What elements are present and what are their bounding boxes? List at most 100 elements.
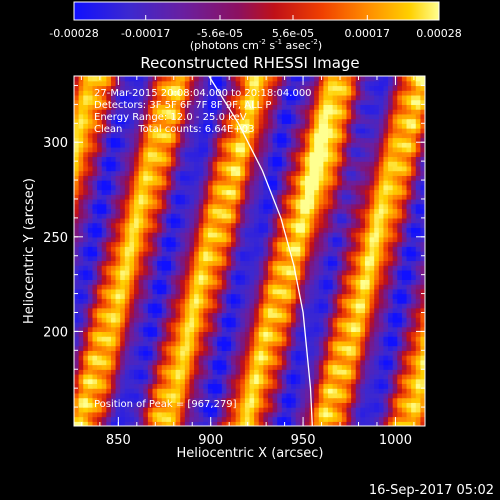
heatmap-cell bbox=[106, 345, 112, 351]
heatmap-cell bbox=[328, 156, 334, 162]
heatmap-cell bbox=[226, 146, 232, 153]
heatmap-cell bbox=[175, 416, 181, 422]
heatmap-cell bbox=[184, 165, 191, 172]
heatmap-cell bbox=[157, 241, 163, 247]
heatmap-cell bbox=[364, 194, 371, 200]
heatmap-cell bbox=[194, 189, 200, 195]
heatmap-cell bbox=[309, 312, 315, 318]
heatmap-cell bbox=[194, 397, 200, 403]
heatmap-cell bbox=[166, 373, 172, 380]
heatmap-cell bbox=[341, 303, 348, 309]
heatmap-cell bbox=[161, 383, 167, 389]
heatmap-cell bbox=[277, 184, 283, 191]
heatmap-cell bbox=[420, 161, 425, 167]
heatmap-cell bbox=[401, 180, 408, 186]
heatmap-cell bbox=[258, 222, 264, 228]
heatmap-cell bbox=[374, 180, 380, 186]
heatmap-cell bbox=[231, 180, 237, 186]
heatmap-cell bbox=[383, 402, 389, 408]
heatmap-cell bbox=[134, 279, 140, 285]
heatmap-cell bbox=[138, 251, 144, 257]
heatmap-cell bbox=[143, 128, 149, 134]
heatmap-cell bbox=[244, 350, 251, 356]
heatmap-cell bbox=[318, 123, 324, 129]
heatmap-cell bbox=[97, 184, 103, 191]
heatmap-cell bbox=[110, 269, 117, 276]
heatmap-cell bbox=[420, 392, 425, 399]
heatmap-cell bbox=[110, 265, 117, 271]
heatmap-cell bbox=[263, 397, 269, 403]
heatmap-cell bbox=[272, 165, 278, 172]
heatmap-cell bbox=[115, 307, 121, 314]
heatmap-cell bbox=[267, 293, 274, 299]
heatmap-cell bbox=[124, 232, 131, 238]
heatmap-cell bbox=[355, 175, 361, 181]
heatmap-cell bbox=[189, 359, 195, 366]
heatmap-cell bbox=[78, 317, 84, 323]
heatmap-cell bbox=[351, 184, 357, 191]
heatmap-cell bbox=[147, 113, 154, 120]
heatmap-cell bbox=[249, 288, 255, 295]
heatmap-cell bbox=[378, 279, 385, 285]
heatmap-cell bbox=[254, 416, 260, 422]
heatmap-cell bbox=[115, 203, 121, 210]
heatmap-cell bbox=[397, 369, 403, 375]
heatmap-cell bbox=[226, 170, 232, 176]
heatmap-cell bbox=[194, 246, 200, 252]
heatmap-cell bbox=[254, 407, 260, 413]
heatmap-cell bbox=[277, 265, 283, 271]
heatmap-cell bbox=[175, 132, 181, 139]
heatmap-cell bbox=[309, 175, 315, 181]
heatmap-cell bbox=[388, 317, 394, 323]
heatmap-cell bbox=[295, 321, 301, 328]
heatmap-cell bbox=[110, 241, 117, 247]
heatmap-cell bbox=[180, 407, 186, 413]
heatmap-cell bbox=[309, 373, 315, 380]
heatmap-cell bbox=[383, 265, 389, 271]
heatmap-cell bbox=[203, 161, 209, 167]
heatmap-cell bbox=[328, 312, 334, 318]
heatmap-cell bbox=[129, 307, 135, 314]
heatmap-cell bbox=[207, 345, 214, 351]
heatmap-cell bbox=[369, 156, 375, 162]
heatmap-cell bbox=[198, 203, 204, 210]
heatmap-cell bbox=[369, 198, 375, 205]
heatmap-cell bbox=[134, 369, 140, 375]
heatmap-cell bbox=[374, 307, 380, 314]
heatmap-cell bbox=[143, 364, 149, 370]
heatmap-cell bbox=[291, 161, 297, 167]
heatmap-cell bbox=[304, 241, 311, 247]
heatmap-cell bbox=[323, 222, 329, 228]
heatmap-cell bbox=[106, 118, 112, 124]
heatmap-cell bbox=[277, 161, 283, 167]
heatmap-cell bbox=[318, 303, 324, 309]
heatmap-cell bbox=[328, 421, 334, 426]
heatmap-cell bbox=[78, 170, 84, 176]
heatmap-cell bbox=[74, 345, 80, 351]
heatmap-cell bbox=[392, 397, 398, 403]
heatmap-cell bbox=[369, 137, 375, 143]
heatmap-cell bbox=[217, 383, 223, 389]
heatmap-cell bbox=[291, 165, 297, 172]
heatmap-cell bbox=[355, 208, 361, 214]
heatmap-cell bbox=[300, 284, 306, 290]
heatmap-cell bbox=[244, 156, 251, 162]
colorbar-tick-label: 0.00028 bbox=[416, 27, 462, 40]
heatmap-cell bbox=[374, 161, 380, 167]
heatmap-cell bbox=[374, 269, 380, 276]
heatmap-cell bbox=[110, 312, 117, 318]
heatmap-cell bbox=[120, 194, 126, 200]
heatmap-cell bbox=[300, 170, 306, 176]
heatmap-cell bbox=[337, 232, 343, 238]
heatmap-cell bbox=[120, 118, 126, 124]
heatmap-cell bbox=[198, 123, 204, 129]
heatmap-cell bbox=[420, 236, 425, 243]
heatmap-cell bbox=[198, 288, 204, 295]
heatmap-cell bbox=[281, 246, 288, 252]
heatmap-cell bbox=[244, 364, 251, 370]
heatmap-cell bbox=[157, 307, 163, 314]
heatmap-cell bbox=[198, 151, 204, 158]
heatmap-cell bbox=[161, 303, 167, 309]
heatmap-cell bbox=[134, 364, 140, 370]
heatmap-cell bbox=[254, 279, 260, 285]
